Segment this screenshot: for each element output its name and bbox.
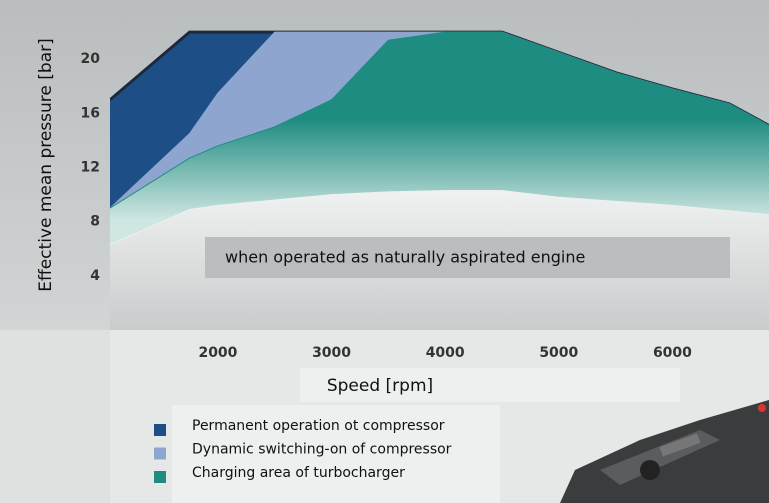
legend-swatch — [154, 424, 166, 436]
x-axis-label: Speed [rpm] — [327, 376, 433, 396]
engine-image — [560, 400, 769, 503]
y-axis-label: Effective mean pressure [bar] — [36, 38, 56, 291]
legend-swatch — [154, 471, 166, 483]
y-tick-label: 16 — [81, 105, 100, 121]
y-tick-label: 8 — [90, 214, 100, 230]
x-tick-label: 6000 — [653, 345, 692, 361]
annotation: when operated as naturally aspirated eng… — [225, 248, 585, 267]
legend-swatch — [154, 448, 166, 460]
y-tick-label: 4 — [90, 268, 100, 284]
legend-label: Charging area of turbocharger — [192, 465, 405, 481]
legend-label: Permanent operation ot compressor — [192, 418, 445, 434]
page: {"chart_data": {"type": "area", "x_label… — [0, 0, 769, 503]
y-tick-label: 20 — [81, 51, 101, 67]
y-tick-label: 12 — [81, 160, 100, 176]
x-tick-label: 3000 — [312, 345, 351, 361]
chart: when operated as naturally aspirated eng… — [0, 0, 769, 503]
x-tick-label: 4000 — [426, 345, 465, 361]
legend-label: Dynamic switching-on of compressor — [192, 442, 452, 458]
x-tick-label: 2000 — [198, 345, 237, 361]
background — [0, 330, 110, 503]
x-tick-label: 5000 — [539, 345, 578, 361]
